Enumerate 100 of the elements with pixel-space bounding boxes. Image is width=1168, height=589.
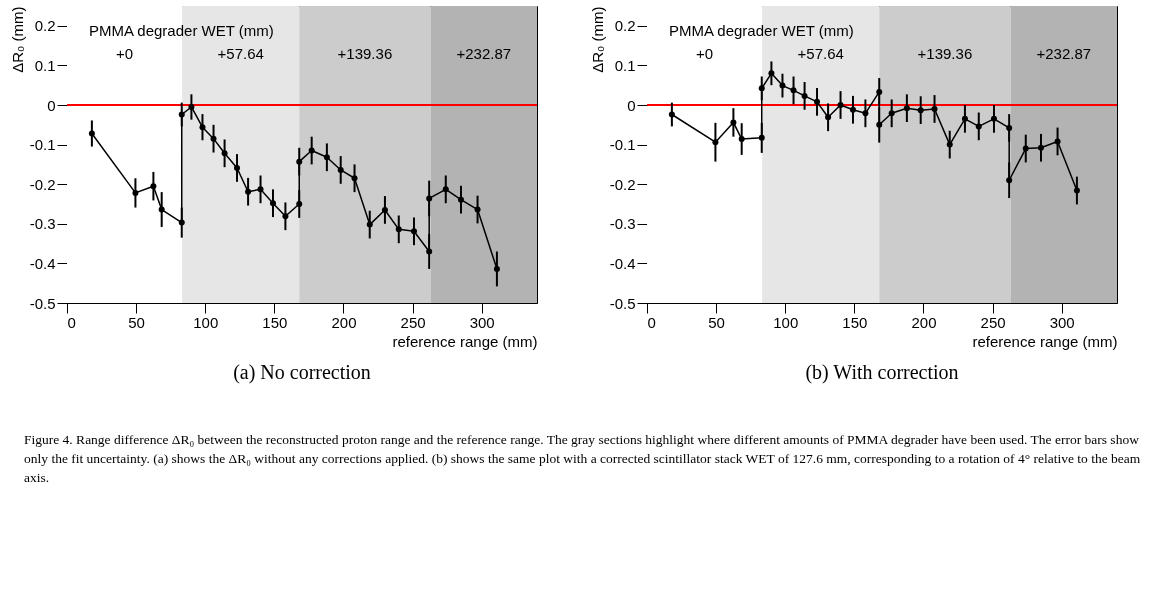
x-tick-label: 100	[773, 313, 799, 331]
point	[1037, 144, 1044, 151]
text: (a) No correction	[233, 361, 371, 384]
x-tick-label: 0	[67, 313, 76, 331]
point	[876, 121, 883, 128]
y-tick-label: -0.1	[609, 136, 636, 154]
y-tick-label: 0.1	[34, 56, 56, 74]
point	[158, 206, 165, 213]
point	[178, 111, 185, 118]
band-label: +139.36	[337, 45, 393, 62]
annotation: PMMA degrader WET (mm)	[89, 22, 274, 39]
point	[493, 265, 500, 272]
point	[221, 150, 228, 157]
y-axis-title: ΔR₀ (mm)	[588, 6, 606, 73]
point	[862, 110, 869, 117]
point	[323, 154, 330, 161]
caption: Figure 4. Range difference ΔR₀ between the reconstructed proton range and the reference range. The gray sections highlight where different amounts of PMMA degrader have been used. The error bars show only the fit uncertainty. (a) shows the ΔR₀ without any corrections applied. (b) shows the same plot with a corrected scintillator stack WET of 127.6 mm, corresponding to a rotation of 4° relative to the beam axis.	[24, 431, 1142, 487]
point	[269, 200, 276, 207]
point	[150, 183, 157, 190]
point	[990, 115, 997, 122]
x-tick-label: 200	[331, 313, 357, 331]
y-tick-label: -0.5	[609, 294, 636, 312]
point	[178, 219, 185, 226]
band-label: +139.36	[917, 45, 973, 62]
point	[426, 248, 433, 255]
y-tick-label: -0.5	[29, 294, 56, 312]
point	[790, 87, 797, 94]
point	[917, 107, 924, 114]
point	[296, 201, 303, 207]
point	[1006, 177, 1013, 184]
x-tick-label: 250	[400, 313, 426, 331]
y-tick-label: 0.2	[34, 17, 56, 35]
x-tick-label: 50	[708, 313, 725, 331]
point	[1054, 138, 1061, 145]
y-tick-label: -0.2	[29, 175, 56, 193]
point	[132, 189, 139, 196]
x-tick-label: 50	[128, 313, 145, 331]
point	[257, 186, 264, 193]
point	[308, 147, 315, 154]
band-label: +0	[696, 45, 714, 62]
point	[814, 98, 821, 105]
point	[931, 105, 938, 112]
point	[1006, 124, 1013, 131]
point	[712, 139, 719, 146]
point	[1073, 187, 1080, 194]
x-tick-label: 0	[647, 313, 656, 331]
point	[245, 188, 252, 195]
x-tick-label: 100	[193, 313, 219, 331]
y-tick-label: -0.2	[609, 175, 636, 193]
point	[825, 114, 832, 121]
band-label: +232.87	[456, 45, 512, 62]
band-label: +57.64	[797, 45, 844, 62]
y-tick-label: 0	[627, 96, 636, 114]
point	[946, 141, 953, 148]
point	[876, 88, 883, 95]
band-label: +0	[116, 45, 134, 62]
y-tick-label: -0.4	[609, 254, 636, 272]
point	[442, 186, 449, 193]
point	[410, 228, 417, 235]
x-axis-title: reference range (mm)	[392, 332, 538, 350]
y-axis-title: ΔR₀ (mm)	[8, 6, 26, 73]
point	[337, 166, 344, 173]
y-tick-label: 0.2	[614, 17, 636, 35]
x-tick-label: 300	[1049, 313, 1075, 331]
point	[888, 110, 895, 117]
y-tick-label: -0.3	[609, 215, 636, 233]
point	[730, 119, 737, 126]
point	[395, 226, 402, 233]
x-tick-label: 150	[262, 313, 288, 331]
annotation: PMMA degrader WET (mm)	[669, 22, 854, 39]
point	[282, 213, 289, 220]
point	[738, 136, 745, 143]
y-tick-label: -0.3	[29, 215, 56, 233]
point	[779, 82, 786, 89]
point	[849, 106, 856, 113]
y-tick-label: -0.4	[29, 254, 56, 272]
x-axis-title: reference range (mm)	[972, 332, 1118, 350]
point	[234, 164, 241, 171]
band-label: +57.64	[217, 45, 264, 62]
point	[457, 196, 464, 203]
point	[88, 130, 95, 137]
point	[758, 134, 765, 141]
x-tick-label: 300	[469, 313, 495, 331]
point	[210, 135, 217, 142]
point	[903, 105, 910, 112]
text: (b) With correction	[805, 361, 959, 384]
x-tick-label: 200	[911, 313, 937, 331]
y-tick-label: 0.1	[614, 56, 636, 74]
point	[474, 206, 481, 213]
point	[199, 124, 206, 131]
point	[975, 123, 982, 130]
point	[296, 158, 303, 165]
point	[758, 85, 765, 92]
y-tick-label: 0	[47, 96, 56, 114]
point	[768, 70, 775, 77]
point	[1022, 145, 1029, 152]
point	[426, 195, 433, 202]
y-tick-label: -0.1	[29, 136, 56, 154]
point	[837, 102, 844, 108]
x-tick-label: 250	[980, 313, 1006, 331]
